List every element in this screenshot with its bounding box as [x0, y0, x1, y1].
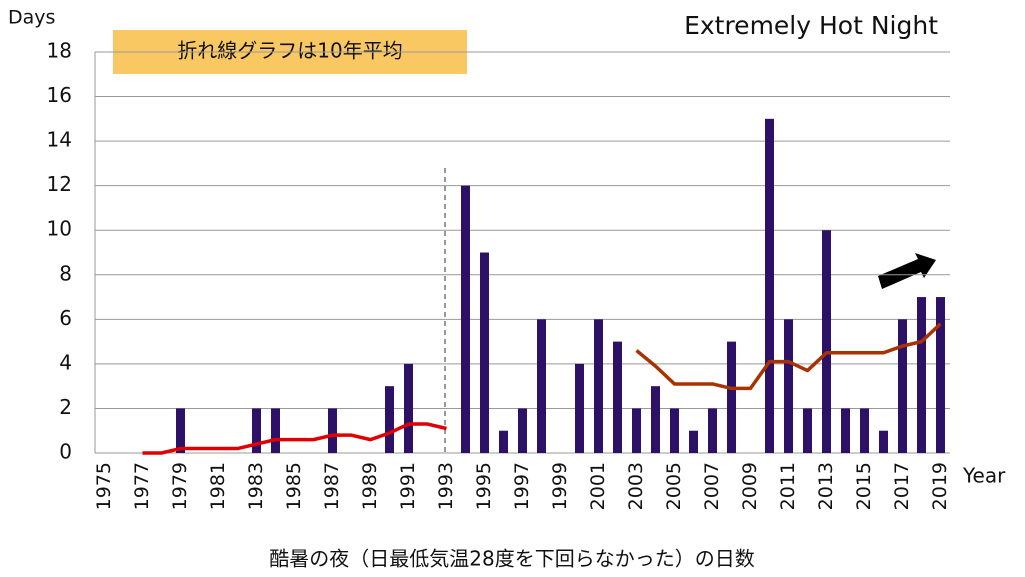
x-tick-label: 2017: [891, 462, 913, 510]
bar: [727, 341, 736, 453]
bar: [803, 408, 812, 453]
bar: [480, 252, 489, 453]
bar: [841, 408, 850, 453]
bar: [404, 363, 413, 453]
bar: [518, 408, 527, 453]
x-tick-label: 1987: [321, 462, 343, 510]
y-tick-label: 18: [47, 39, 72, 63]
bar: [917, 297, 926, 453]
x-tick-label: 1981: [207, 462, 229, 510]
x-tick-label: 2003: [625, 462, 647, 510]
bar: [879, 430, 888, 453]
y-tick-label: 0: [59, 440, 72, 464]
y-tick-label: 8: [59, 261, 72, 285]
y-tick-label: 4: [59, 350, 72, 374]
annotation: 折れ線グラフは10年平均: [177, 39, 402, 63]
bar: [708, 408, 717, 453]
x-tick-label: 2009: [739, 462, 761, 510]
y-tick-label: 14: [47, 128, 72, 152]
y-tick-label: 12: [47, 172, 72, 196]
caption: 酷暑の夜（日最低気温28度を下回らなかった）の日数: [269, 547, 754, 571]
average-line: [142, 422, 447, 455]
bar: [575, 363, 584, 453]
x-tick-label: 1979: [169, 462, 191, 510]
x-tick-label: 1977: [131, 462, 153, 510]
x-tick-label: 2015: [853, 462, 875, 510]
x-tick-label: 2019: [929, 462, 951, 510]
bar: [651, 386, 660, 453]
x-tick-label: 2007: [701, 462, 723, 510]
x-tick-label: 1991: [397, 462, 419, 510]
bar: [784, 319, 793, 453]
x-tick-label: 2011: [777, 462, 799, 510]
x-tick-label: 2005: [663, 462, 685, 510]
bar: [461, 185, 470, 453]
bar: [765, 118, 774, 453]
bar: [898, 319, 907, 453]
bar: [689, 430, 698, 453]
x-tick-label: 1999: [549, 462, 571, 510]
x-tick-label: 1995: [473, 462, 495, 510]
bar: [613, 341, 622, 453]
x-tick-label: 1985: [283, 462, 305, 510]
bar: [936, 297, 945, 453]
bar: [822, 230, 831, 453]
x-axis-label: Year: [962, 464, 1006, 488]
bar: [328, 408, 337, 453]
bar: [860, 408, 869, 453]
x-tick-label: 2013: [815, 462, 837, 510]
y-tick-label: 16: [47, 83, 72, 107]
bar: [499, 430, 508, 453]
y-tick-label: 6: [59, 306, 72, 330]
x-tick-label: 1989: [359, 462, 381, 510]
x-tick-label: 1997: [511, 462, 533, 510]
y-tick-label: 2: [59, 395, 72, 419]
x-tick-label: 1993: [435, 462, 457, 510]
y-tick-label: 10: [47, 217, 72, 241]
trend-arrow: [878, 253, 936, 289]
x-tick-label: 2001: [587, 462, 609, 510]
chart-title: Extremely Hot Night: [684, 11, 938, 40]
bar: [385, 386, 394, 453]
y-axis-label: Days: [8, 7, 55, 29]
bar: [594, 319, 603, 453]
average-line: [635, 322, 942, 391]
bar: [632, 408, 641, 453]
x-tick-label: 1975: [93, 462, 115, 510]
x-tick-label: 1983: [245, 462, 267, 510]
bar: [252, 408, 261, 453]
bar: [176, 408, 185, 453]
bar: [670, 408, 679, 453]
bar: [537, 319, 546, 453]
bar: [271, 408, 280, 453]
